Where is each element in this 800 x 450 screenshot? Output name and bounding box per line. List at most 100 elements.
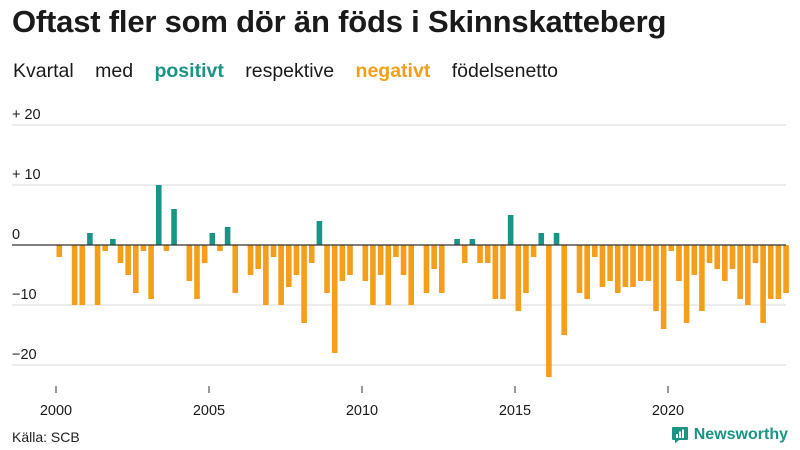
bar-positive [553, 233, 560, 245]
legend-negative: negativt [355, 60, 431, 82]
bar-negative [676, 245, 682, 281]
bar-negative [324, 245, 330, 293]
bar-negative [637, 245, 644, 281]
bar-positive [454, 239, 460, 245]
chart-subtitle: Kvartal med positivt respektive negativt… [13, 60, 574, 83]
bar-negative [133, 245, 139, 293]
bar-negative [752, 245, 759, 263]
bar-negative [691, 245, 698, 275]
subtitle-word-respektive: respektive [245, 60, 335, 82]
bar-negative [148, 245, 154, 299]
y-tick-label: −10 [12, 287, 37, 303]
bar-negative [660, 245, 667, 329]
x-tick-label: 2010 [346, 403, 378, 419]
bar-negative [102, 245, 108, 251]
bar-negative [308, 245, 315, 263]
bar-negative [592, 245, 598, 257]
bar-negative [385, 245, 392, 305]
bar-negative [714, 245, 720, 269]
bar-negative [140, 245, 147, 251]
source-note: Källa: SCB [12, 429, 80, 445]
x-tick-label: 2020 [652, 403, 684, 419]
chart-title: Oftast fler som dör än föds i Skinnskatt… [12, 4, 667, 39]
subtitle-word-fodelsenetto: födelsenetto [451, 60, 558, 82]
bar-negative [614, 245, 621, 293]
bar-negative [71, 245, 78, 305]
bar-negative [484, 245, 491, 263]
brand-name: Newsworthy [693, 426, 788, 443]
bar-negative [783, 245, 789, 293]
bars [56, 185, 789, 377]
x-tick-label: 2015 [499, 403, 531, 419]
bar-negative [706, 245, 713, 263]
bar-negative [393, 245, 399, 257]
bar-negative [767, 245, 774, 299]
bar-negative [668, 245, 675, 251]
bar-negative [293, 245, 300, 275]
y-tick-label: 0 [12, 227, 20, 243]
bar-negative [523, 245, 529, 293]
brand-logo: Newsworthy [671, 426, 788, 444]
bar-negative [339, 245, 346, 281]
subtitle-word-med: med [95, 60, 134, 82]
bar-negative [263, 245, 269, 305]
bar-negative [500, 245, 506, 299]
bar-positive [224, 227, 231, 245]
legend-positive: positivt [154, 60, 224, 82]
y-tick-label: + 20 [12, 107, 41, 123]
bar-negative [278, 245, 284, 305]
gridlines [12, 124, 786, 366]
bar-negative [117, 245, 124, 263]
bar-negative [186, 245, 193, 281]
bar-negative [331, 245, 338, 353]
bar-negative [217, 245, 223, 251]
bar-negative [247, 245, 254, 275]
bar-negative [377, 245, 384, 275]
bar-negative [737, 245, 743, 299]
bar-negative [232, 245, 239, 293]
bar-negative [431, 245, 437, 269]
bar-positive [87, 233, 93, 245]
bar-negative [775, 245, 782, 299]
newsworthy-icon [671, 427, 688, 444]
bar-negative [79, 245, 86, 305]
bar-negative [683, 245, 690, 323]
bar-negative [722, 245, 728, 281]
bar-negative [255, 245, 261, 269]
bar-negative [362, 245, 369, 281]
bar-negative [645, 245, 652, 281]
bar-negative [400, 245, 407, 275]
bar-positive [171, 209, 177, 245]
bar-positive [469, 239, 476, 245]
bar-negative [163, 245, 170, 251]
bar-negative [576, 245, 583, 293]
bar-negative [760, 245, 766, 323]
bar-negative [653, 245, 659, 311]
bar-negative [729, 245, 736, 269]
bar-negative [461, 245, 468, 263]
bar-negative [94, 245, 101, 305]
bar-negative [301, 245, 307, 323]
bar-negative [561, 245, 567, 335]
bar-negative [194, 245, 200, 299]
y-tick-label: −20 [12, 347, 37, 363]
bar-positive [316, 221, 323, 245]
y-tick-labels: + 20 + 10 0 −10 −20 [12, 107, 41, 363]
bar-positive [507, 215, 514, 245]
bar-negative [745, 245, 751, 305]
bar-positive [110, 239, 116, 245]
bar-positive [538, 233, 545, 245]
bar-negative [622, 245, 629, 287]
bar-negative [492, 245, 499, 299]
bar-negative [439, 245, 445, 293]
bar-negative [370, 245, 376, 305]
bar-negative [630, 245, 636, 287]
bar-negative [599, 245, 606, 287]
bar-negative [546, 245, 552, 377]
bar-negative [347, 245, 353, 275]
bar-positive [209, 233, 216, 245]
bar-negative [125, 245, 131, 275]
x-ticks: 2000 2005 2010 2015 2020 [40, 386, 684, 419]
bar-negative [408, 245, 414, 305]
